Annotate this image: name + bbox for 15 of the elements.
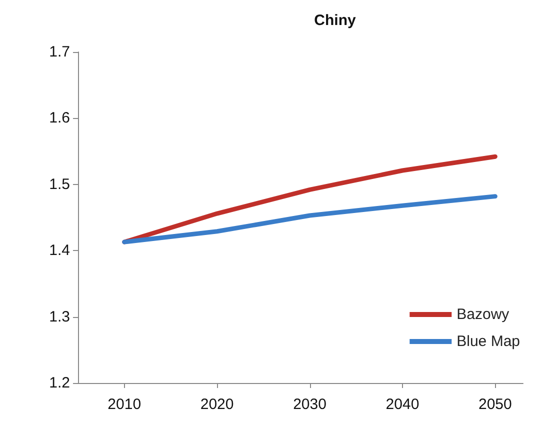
y-tick-label: 1.3: [49, 308, 70, 326]
x-tick-label: 2010: [108, 396, 142, 413]
y-tick-label: 1.7: [49, 44, 70, 60]
x-tick-label: 2020: [200, 396, 234, 413]
chart-title: Chiny: [314, 12, 356, 29]
x-tick-label: 2040: [386, 396, 420, 413]
y-tick-label: 1.2: [49, 374, 70, 392]
legend-label: Blue Map: [456, 333, 520, 350]
y-tick-label: 1.4: [49, 242, 70, 260]
y-tick-label: 1.6: [49, 110, 70, 127]
x-tick-label: 2030: [293, 396, 326, 413]
legend-label: Bazowy: [456, 306, 510, 323]
line-series: [122, 194, 498, 244]
y-tick-label: 1.5: [49, 176, 70, 193]
x-tick-label: 2050: [478, 396, 512, 413]
